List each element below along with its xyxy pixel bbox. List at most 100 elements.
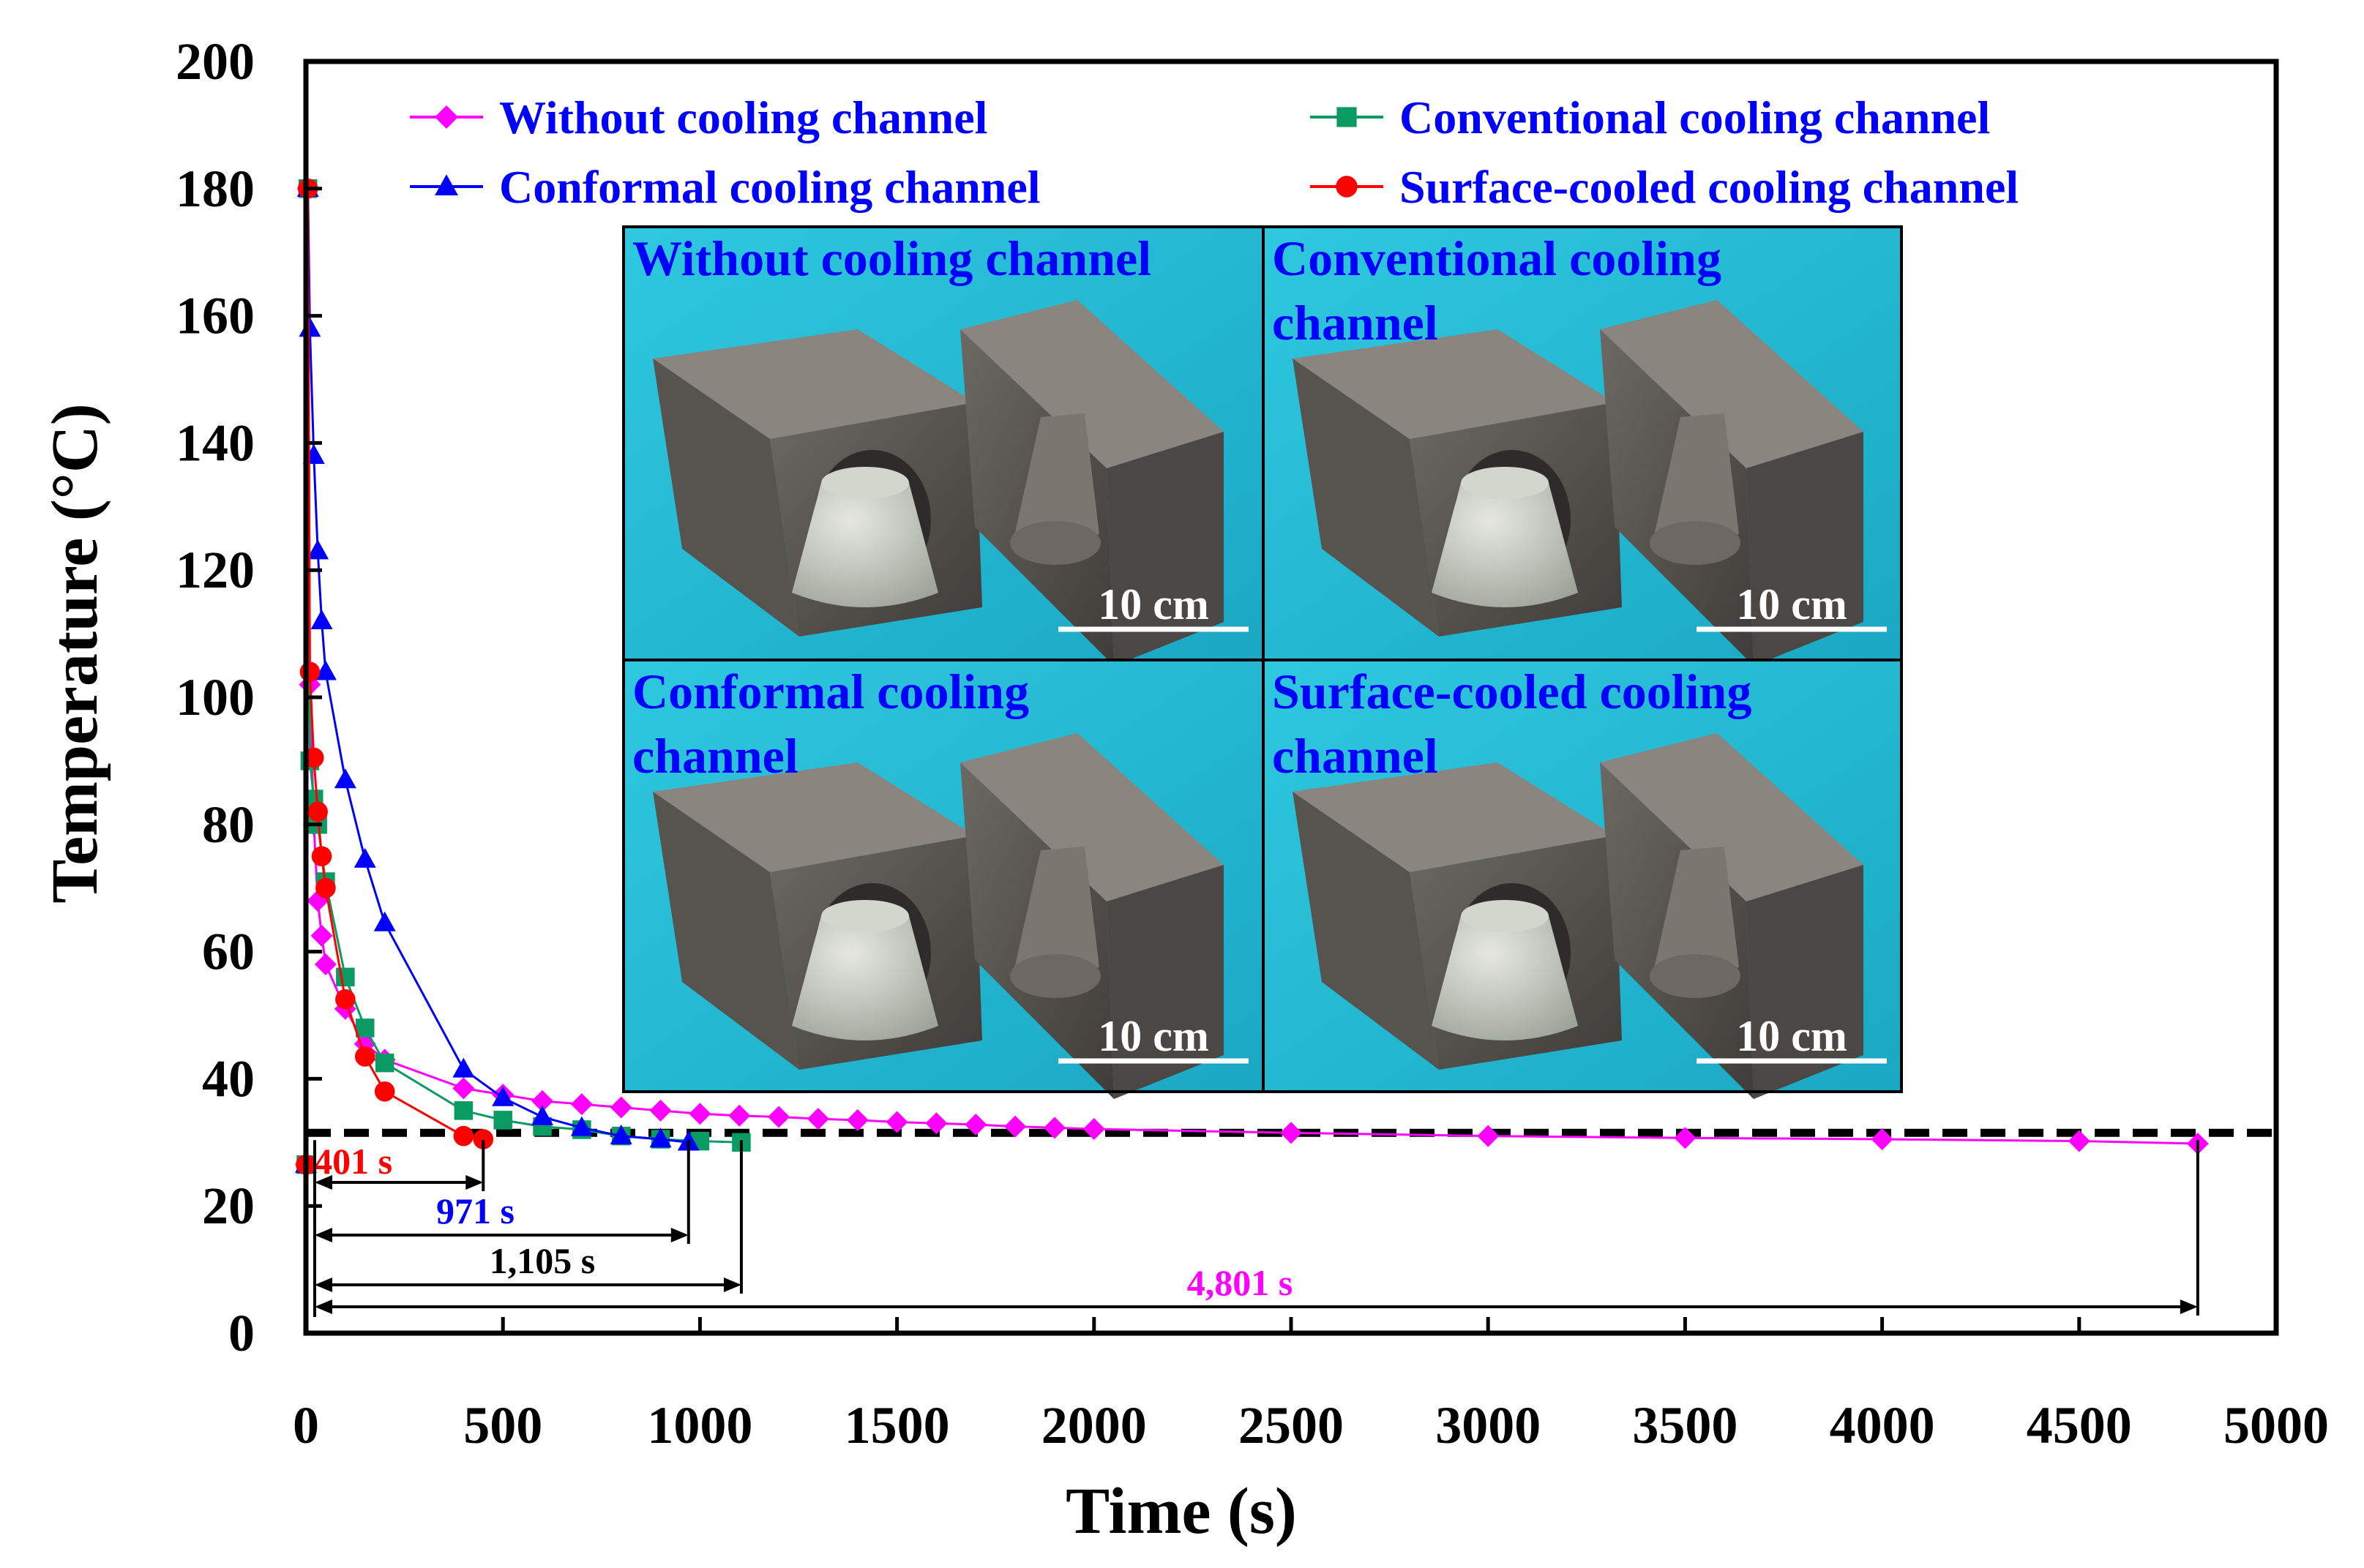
data-point [570,1093,593,1116]
scale-bar-label: 10 cm [1736,580,1847,629]
legend-label: Surface-cooled cooling channel [1399,161,2019,213]
legend-marker [435,105,458,129]
mold-core-base [1650,954,1740,998]
data-point [299,317,321,337]
x-tick-label: 3500 [1632,1396,1738,1455]
mold-core [1011,847,1099,982]
y-tick-label: 60 [202,923,255,981]
series-group [295,177,2209,1176]
data-point [311,846,332,867]
annotation-label: 1,105 s [490,1240,595,1281]
annotation-arrow-head [315,1299,332,1314]
data-point [649,1128,672,1148]
data-point [610,1124,632,1144]
data-point [846,1109,869,1131]
molded-part-top [821,467,909,499]
time-annotation: 971 s [315,1140,690,1244]
molded-part-top [1461,900,1549,932]
molded-part [1432,483,1578,607]
data-point [452,1077,475,1100]
mold-block-side [653,359,799,637]
data-point [310,609,333,629]
data-point [299,661,321,683]
axes-group: 0 500 1000 1500 2000 2500 3000 3500 4000 4500 5000… [39,32,2329,1548]
y-tick-label: 140 [176,413,255,472]
scale-bar-label: 10 cm [1098,1012,1209,1060]
legend-item: Conventional cooling channel [1310,91,1990,143]
mold-core-base [1010,954,1101,998]
legend-label: Without cooling channel [499,91,987,143]
x-tick-label: 4000 [1830,1396,1935,1455]
annotation-arrow-head [2180,1299,2198,1314]
data-point [768,1106,790,1128]
data-point [531,1105,554,1125]
annotation-label: 971 s [436,1190,515,1231]
data-point [925,1112,948,1135]
data-point [1004,1115,1027,1138]
photo-panel: Conformal cooling channel 10 cm [624,660,1263,1099]
time-annotation: 1,105 s [315,1140,743,1294]
legend-item: Without cooling channel [410,91,987,143]
scale-bar-label: 10 cm [1098,580,1209,629]
annotation-arrow-head [670,1228,689,1242]
mold-block-top [653,762,975,872]
panel-title: Conformal cooling [632,664,1029,719]
data-point [493,1111,512,1130]
data-point [307,801,328,822]
mold-plate-side [1746,865,1863,1099]
photo-panel: Without cooling channel 10 cm [624,227,1263,666]
panel-title: channel [1272,295,1438,350]
y-tick-label: 180 [176,160,255,218]
data-point [965,1113,987,1136]
data-point [1674,1127,1697,1149]
mold-core-base [1010,521,1101,565]
y-tick-label: 160 [176,287,255,345]
data-point [1043,1117,1066,1139]
annotation-arrow-head [315,1278,332,1292]
photo-panel: Surface-cooled cooling channel 10 cm [1263,660,1901,1099]
mold-core [1651,413,1739,549]
annotation-arrow-head [465,1175,484,1190]
mold-plate-side [1107,432,1224,666]
panel-title: Conventional cooling [1272,230,1721,286]
data-point [315,877,336,899]
mold-block-top [1293,329,1615,439]
panel-title: Surface-cooled cooling [1272,664,1751,719]
photo-panel: Conventional cooling channel 10 cm [1263,227,1901,666]
data-point [356,1019,375,1038]
data-point [374,1081,395,1102]
data-point [2068,1130,2090,1152]
y-tick-label: 20 [202,1177,255,1235]
data-point [307,539,329,560]
legend-marker [435,174,458,195]
panel-title: channel [1272,728,1438,784]
data-point [1280,1122,1302,1144]
series [296,178,494,1175]
panel-title: Without cooling channel [632,230,1151,286]
series-line [304,188,484,1165]
molded-part-top [1461,467,1549,499]
annotation-group: 401 s 971 s 1,105 s 4,801 s [313,1140,2199,1317]
data-point [1871,1128,1893,1150]
legend-marker [1336,176,1358,198]
data-point [649,1099,672,1122]
data-point [492,1086,515,1106]
data-point [314,660,337,680]
data-point [610,1096,632,1119]
data-point [1082,1118,1105,1141]
data-point [354,1046,375,1067]
x-tick-label: 0 [293,1396,319,1455]
annotation-arrow-head [315,1228,332,1242]
data-point [1477,1125,1500,1147]
molded-part [792,916,938,1040]
data-point [473,1129,494,1149]
y-tick-label: 200 [176,32,255,91]
x-tick-label: 2000 [1041,1396,1147,1455]
mold-core [1651,847,1739,982]
annotation-label: 4,801 s [1187,1262,1293,1303]
panel-title: channel [632,728,798,784]
legend-item: Surface-cooled cooling channel [1310,161,2019,213]
